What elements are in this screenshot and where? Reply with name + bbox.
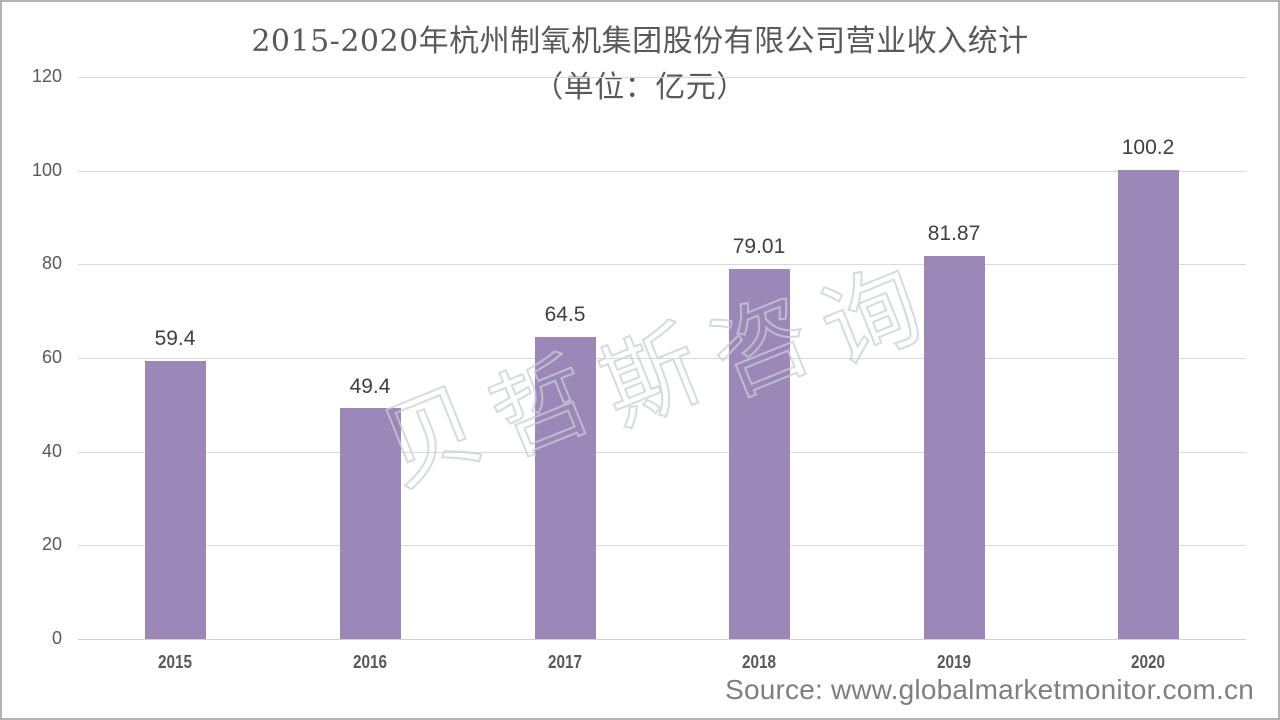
data-label-2020: 100.2 [1121,136,1175,159]
gridline-20 [78,545,1246,546]
y-tick-100: 100 [31,160,62,180]
chart-title: 2015-2020年杭州制氧机集团股份有限公司营业收入统计 [251,24,1029,59]
y-tick-60: 60 [41,347,62,367]
y-tick-20: 20 [41,534,62,554]
x-tick-2017: 2017 [547,652,583,672]
data-label-2017: 64.5 [544,303,586,326]
bar-2020 [1118,170,1179,639]
y-tick-120: 120 [31,66,62,86]
x-tick-2018: 2018 [741,652,777,672]
x-axis-line [78,639,1246,640]
data-label-2015: 59.4 [154,327,196,350]
plot-area [78,77,1246,640]
source-note: Source: www.globalmarketmonitor.com.cn [725,674,1254,705]
bar-2019 [924,256,985,639]
gridline-60 [78,358,1246,359]
bar-2018 [729,269,790,639]
y-tick-40: 40 [41,441,62,461]
data-label-2019: 81.87 [927,222,981,245]
gridline-40 [78,452,1246,453]
chart-subtitle: （单位：亿元） [533,70,747,105]
x-tick-2015: 2015 [157,652,193,672]
data-label-2018: 79.01 [732,235,786,258]
data-label-2016: 49.4 [349,375,391,398]
bar-2017 [535,337,596,639]
x-tick-2019: 2019 [936,652,972,672]
gridline-100 [78,171,1246,172]
x-tick-2016: 2016 [352,652,388,672]
bar-2015 [145,361,206,639]
gridline-120 [78,77,1246,78]
y-tick-80: 80 [41,253,62,273]
gridline-80 [78,264,1246,265]
y-tick-0: 0 [51,628,62,648]
bar-2016 [340,408,401,639]
x-tick-2020: 2020 [1130,652,1166,672]
